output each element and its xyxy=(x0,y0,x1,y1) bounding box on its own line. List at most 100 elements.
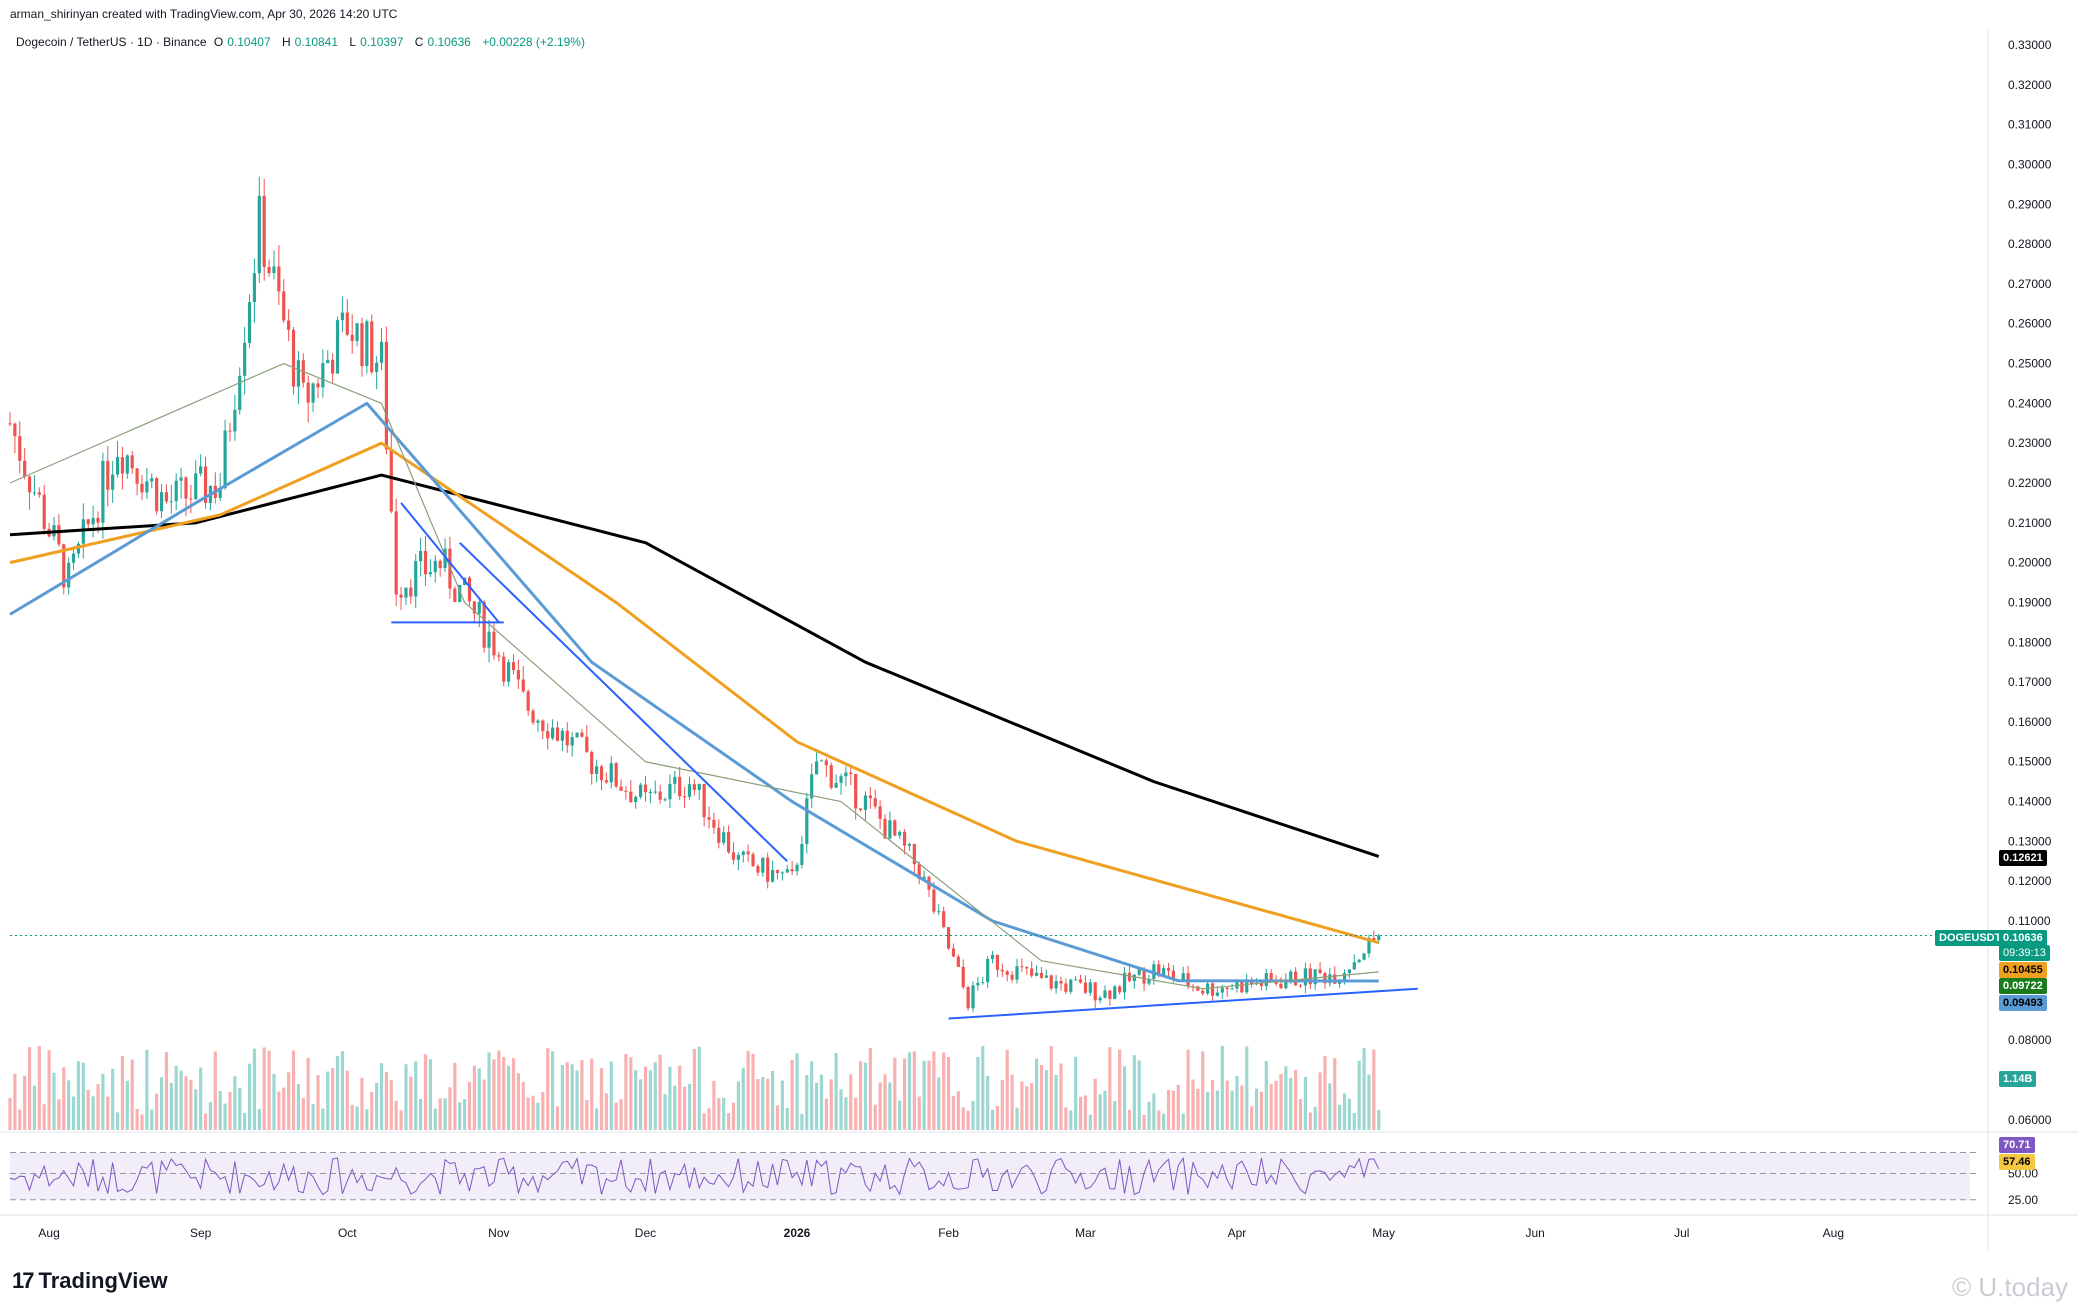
volume-bar xyxy=(575,1070,579,1130)
volume-bar xyxy=(140,1114,144,1130)
volume-bar xyxy=(1132,1055,1136,1130)
volume-bar xyxy=(751,1053,755,1130)
ma100-price-badge: 0.10455 xyxy=(1999,962,2047,978)
candle-body xyxy=(536,720,540,723)
tradingview-logo[interactable]: 17 TradingView xyxy=(12,1268,168,1294)
candle-body xyxy=(580,732,584,737)
volume-bar xyxy=(946,1057,951,1130)
volume-bar xyxy=(463,1099,467,1130)
candle-body xyxy=(296,360,301,387)
volume-bar xyxy=(1005,1049,1009,1130)
volume-bar xyxy=(546,1048,550,1130)
volume-bar xyxy=(590,1058,594,1130)
candle-body xyxy=(638,784,643,797)
volume-bar xyxy=(1254,1088,1259,1130)
candle-body xyxy=(1318,969,1322,974)
candle-body xyxy=(902,831,907,846)
candle-body xyxy=(135,468,139,484)
volume-bar xyxy=(1088,1114,1092,1130)
x-tick-label: Dec xyxy=(635,1226,656,1240)
candle-body xyxy=(125,455,129,474)
candle-body xyxy=(174,480,178,502)
volume-bar xyxy=(995,1105,1000,1130)
candle-body xyxy=(609,763,613,783)
volume-bar xyxy=(62,1067,66,1130)
candle-body xyxy=(345,312,349,335)
volume-bar xyxy=(13,1073,17,1130)
volume-bar xyxy=(790,1059,794,1130)
volume-bar xyxy=(1196,1088,1200,1130)
x-tick-label: Aug xyxy=(38,1226,59,1240)
candle-body xyxy=(507,662,511,682)
volume-bar xyxy=(927,1060,931,1130)
candle-body xyxy=(1000,969,1004,972)
candle-body xyxy=(1342,973,1347,981)
volume-bar xyxy=(86,1089,90,1130)
candle-body xyxy=(560,730,564,741)
volume-bar xyxy=(726,1113,731,1130)
candle-body xyxy=(565,730,569,746)
volume-bar xyxy=(1152,1093,1156,1130)
volume-bar xyxy=(839,1089,843,1130)
candle-body xyxy=(946,927,951,949)
candle-body xyxy=(770,870,775,882)
y-tick-label: 0.13000 xyxy=(2008,834,2052,848)
candle-body xyxy=(907,843,912,846)
candle-body xyxy=(169,501,173,503)
volume-bar xyxy=(595,1108,599,1130)
candle-body xyxy=(492,631,496,656)
candle-body xyxy=(741,851,745,855)
candle-body xyxy=(942,911,946,928)
candle-body xyxy=(1059,981,1063,984)
y-tick-label: 0.22000 xyxy=(2008,476,2052,490)
volume-bar xyxy=(433,1108,437,1130)
rsi-ma-badge: 57.46 xyxy=(1999,1154,2035,1170)
candle-body xyxy=(614,763,618,787)
volume-bar xyxy=(805,1074,809,1130)
x-tick-label: Nov xyxy=(488,1226,509,1240)
volume-bar xyxy=(893,1057,897,1130)
candle-body xyxy=(375,362,379,373)
volume-bar xyxy=(316,1075,320,1130)
candle-body xyxy=(1357,959,1361,963)
candle-body xyxy=(834,782,838,788)
volume-bar xyxy=(697,1046,701,1130)
candle-body xyxy=(1284,981,1288,989)
ohlc-open: O 0.10407 xyxy=(213,35,271,49)
candle-body xyxy=(1108,990,1112,999)
volume-bar xyxy=(1118,1049,1122,1130)
volume-bar xyxy=(829,1079,833,1130)
volume-bar xyxy=(624,1053,628,1130)
volume-bar xyxy=(145,1049,149,1130)
y-tick-label: 0.08000 xyxy=(2008,1033,2052,1047)
volume-bar xyxy=(1176,1084,1180,1130)
volume-bar xyxy=(96,1084,100,1130)
candle-body xyxy=(1196,986,1200,991)
volume-bar xyxy=(467,1081,472,1130)
volume-bar xyxy=(1127,1109,1132,1130)
x-tick-label: 2026 xyxy=(784,1226,811,1240)
volume-bar xyxy=(1054,1074,1058,1130)
volume-bar xyxy=(1044,1070,1048,1130)
candle-body xyxy=(223,430,227,489)
volume-bar xyxy=(1367,1074,1371,1130)
candle-body xyxy=(394,511,398,595)
candle-body xyxy=(252,273,257,303)
candle-body xyxy=(277,266,281,292)
volume-bar xyxy=(233,1076,237,1130)
volume-bar xyxy=(67,1080,71,1130)
candle-body xyxy=(990,954,995,959)
volume-bar xyxy=(76,1061,81,1130)
candle-body xyxy=(365,321,369,367)
volume-bar xyxy=(1059,1063,1063,1130)
y-tick-label: 0.27000 xyxy=(2008,277,2052,291)
volume-bar xyxy=(1347,1098,1352,1130)
candle-body xyxy=(487,631,491,648)
volume-bar xyxy=(428,1059,432,1130)
candle-body xyxy=(761,857,765,873)
volume-bar xyxy=(384,1071,389,1130)
candle-body xyxy=(1103,990,1107,998)
volume-bar xyxy=(423,1054,428,1130)
candle-body xyxy=(458,584,462,602)
